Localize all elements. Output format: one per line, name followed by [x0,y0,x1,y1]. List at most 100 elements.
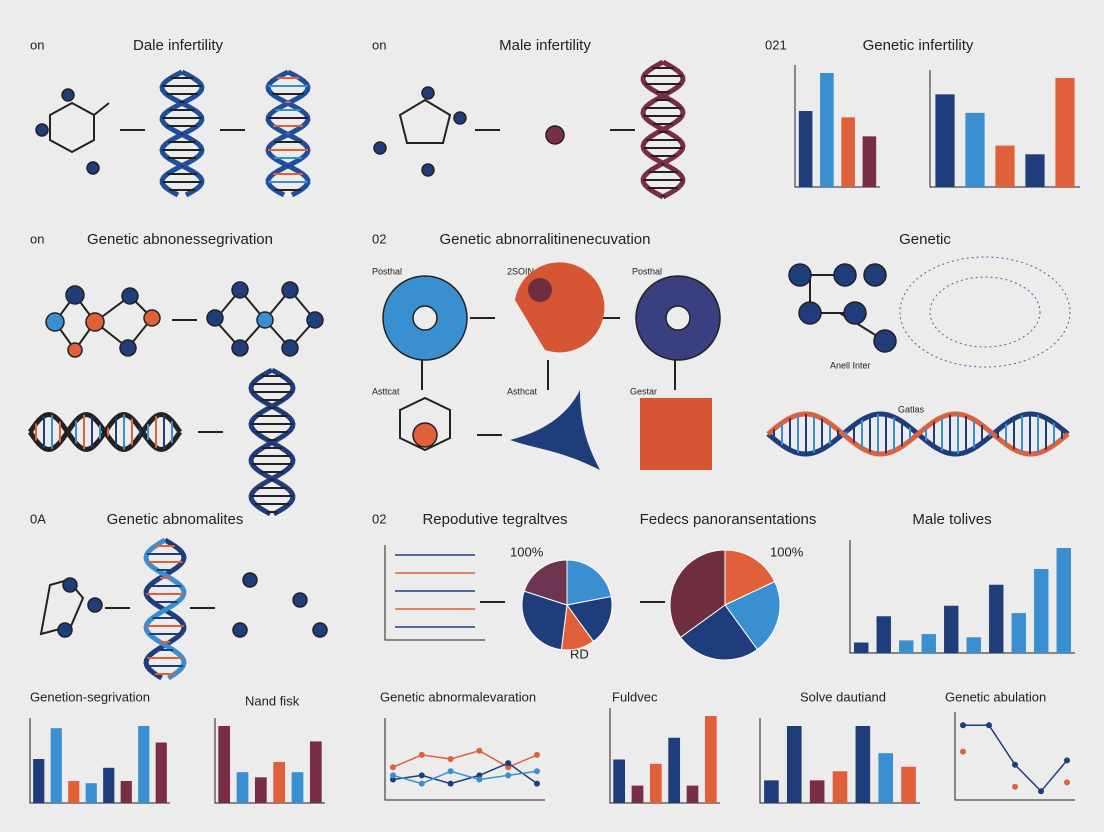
axis [609,708,720,804]
tag: 100% [770,544,804,559]
bar [631,785,644,803]
bar [921,634,936,653]
bar [855,726,871,803]
bar [668,737,681,803]
bar [309,741,322,803]
pie-slice [521,590,568,651]
panel-title: Repodutive tegraltves [422,511,567,528]
line [392,749,538,769]
axis [214,718,325,804]
bar [138,726,150,803]
line [392,762,538,785]
tag: 100% [510,544,544,559]
pie-slice [566,595,613,643]
bar [85,783,97,803]
panel-title: Nand fisk [245,693,300,708]
texture [899,256,1071,368]
panel-title: Genetion-segrivation [30,689,150,704]
point [1012,783,1018,790]
tag: Posthal [372,266,402,276]
bar [901,766,916,803]
point [960,748,966,755]
tag: RD [570,646,589,661]
bar [1055,78,1075,187]
panel-title: Genetic infertility [863,37,974,54]
panel-title: Genetic abulation [945,689,1046,704]
axis [954,712,1075,801]
panel-title: Dale infertility [133,37,224,54]
bar [935,94,955,187]
bar [155,742,167,803]
panel-title: Fedecs panoransentations [640,511,817,528]
panel-title: Male tolives [912,511,991,528]
bar [820,73,834,187]
panel-number: 02 [372,231,386,246]
node [528,278,552,302]
bar [965,112,985,187]
pie-slice [566,559,612,606]
bar [236,772,249,803]
bar [1034,569,1049,653]
bar [854,642,869,653]
panel-title: Genetic [899,231,951,248]
bar [899,640,914,653]
bar [878,753,894,803]
shape [510,390,600,470]
panel-title: Genetic abnomalites [107,511,244,528]
bar [862,136,877,187]
tag: Anell Inter [830,360,871,370]
panel-title: Fuldvec [612,689,658,704]
bar [798,111,813,187]
bar [649,763,662,803]
bar [989,584,1004,653]
panel-number: on [372,37,386,52]
panel-title: Male infertility [499,37,591,54]
texture [929,276,1041,348]
bar [613,759,626,803]
panel-title: Genetic abnormalevaration [380,689,536,704]
bar [686,785,699,803]
bar [254,777,267,803]
bar [273,761,286,803]
panel-number: on [30,37,44,52]
bar [291,772,304,803]
bar [995,145,1015,187]
bar [33,759,45,803]
tag: 2SOIN [507,266,534,276]
pie-slice [724,580,781,651]
bar [1056,548,1071,653]
bar [120,781,132,803]
tag: Asthcat [507,386,538,396]
bar [103,767,115,803]
panel-title: Solve dautiand [800,689,886,704]
bar [1011,613,1026,653]
pie-slice [669,549,726,639]
bar [704,716,717,803]
bar [1025,154,1045,187]
bar [966,637,981,653]
panel-number: 0A [30,511,46,526]
panel-title: Genetic abnonessegrivation [87,231,273,248]
line [963,724,1068,793]
helix-strand [248,367,296,517]
line [392,770,538,785]
bar [50,728,62,803]
pie-slice [724,549,776,606]
panel-number: 02 [372,511,386,526]
bar [832,771,848,803]
bar [876,616,891,653]
bar [68,781,80,803]
panel-title: Genetic abnorralitinenecuvation [440,231,651,248]
nodes [35,86,897,638]
helix-strand [766,411,1070,457]
bar [764,780,779,803]
panel-number: on [30,231,44,246]
helix-strand [265,69,311,198]
axis [384,718,545,801]
bar [944,605,959,653]
bar [786,726,802,803]
bar [809,780,825,803]
bar [841,117,855,187]
